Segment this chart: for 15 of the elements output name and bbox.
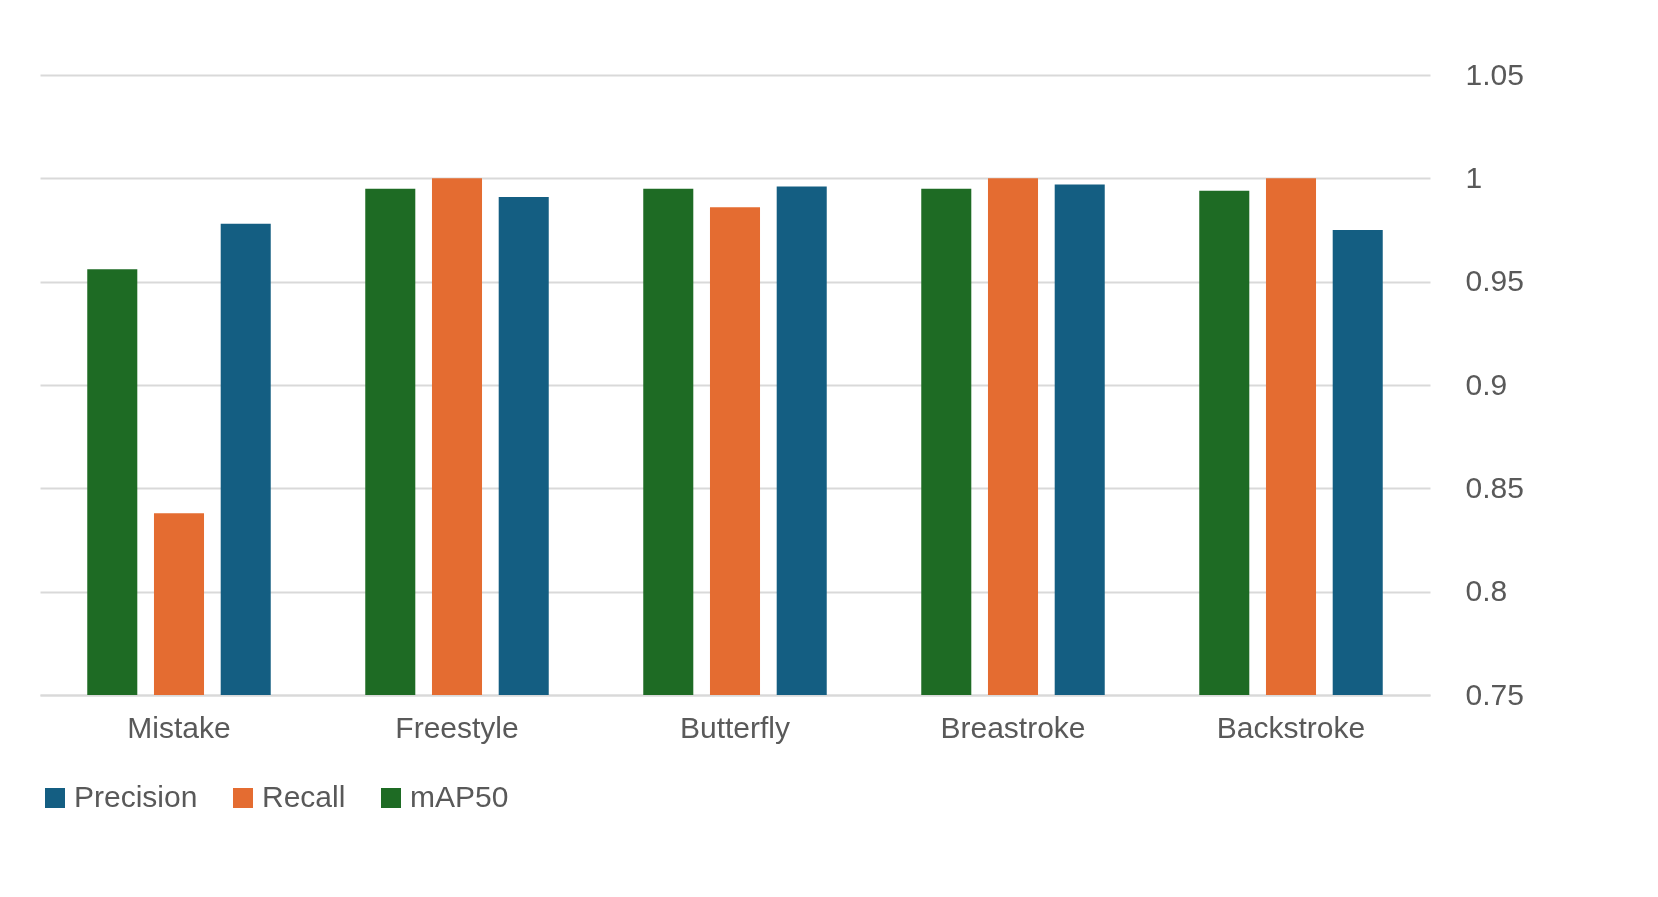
x-tick-label: Freestyle	[395, 710, 519, 744]
y-tick-label: 0.95	[1465, 264, 1524, 298]
y-tick-label: 0.75	[1465, 677, 1524, 711]
legend-label: Recall	[262, 780, 346, 813]
x-tick-label: Mistake	[127, 710, 231, 744]
y-tick-label: 0.9	[1465, 367, 1508, 401]
x-tick-label: Butterfly	[679, 710, 791, 744]
y-tick-label: 0.8	[1465, 574, 1508, 608]
y-tick-label: 1	[1465, 160, 1483, 194]
y-tick-label: 1.05	[1465, 57, 1524, 91]
x-tick-label: Backstroke	[1216, 710, 1366, 744]
legend-label: mAP50	[410, 780, 509, 813]
y-tick-label: 0.85	[1465, 470, 1524, 504]
x-tick-label: Breastroke	[940, 710, 1086, 744]
legend-label: Precision	[74, 780, 198, 813]
